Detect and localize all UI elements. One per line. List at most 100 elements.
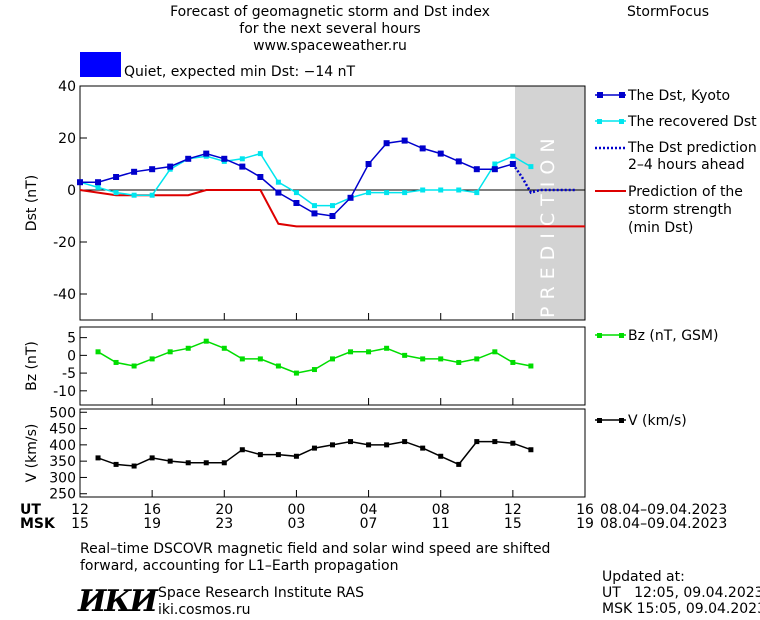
bz-point <box>149 356 155 362</box>
v-point <box>456 461 462 467</box>
legend-symbols <box>595 92 626 423</box>
ut-tick-label: 08 <box>431 502 450 518</box>
ut-tick-label: 20 <box>215 502 234 518</box>
v-point <box>113 461 119 467</box>
legend-dst-prediction-1: The Dst prediction <box>628 140 757 156</box>
v-point <box>402 439 408 445</box>
dst-kyoto-point <box>293 200 300 206</box>
dst-recovered-point <box>384 190 390 196</box>
legend-dst-prediction-2: 2–4 hours ahead <box>628 157 745 173</box>
v-point <box>366 442 372 448</box>
msk-tick-label: 11 <box>431 516 450 532</box>
prediction-label: PREDICTION <box>537 131 559 318</box>
dst-kyoto-point <box>491 166 498 173</box>
storm-strength-line <box>79 189 585 228</box>
msk-label: MSK <box>20 516 55 532</box>
v-ytick-label: 300 <box>49 470 76 486</box>
legend-dst-recovered: The recovered Dst <box>628 114 757 130</box>
v-point <box>438 453 444 459</box>
v-point <box>510 440 516 446</box>
date-range-msk: 08.04–09.04.2023 <box>600 516 728 532</box>
dst-recovered-point <box>131 192 137 198</box>
dst-recovered-point <box>402 190 408 196</box>
dst-kyoto-point <box>455 158 462 165</box>
dst-kyoto-point <box>509 161 516 167</box>
date-range-ut: 08.04–09.04.2023 <box>600 502 728 518</box>
dst-kyoto-point <box>419 145 426 152</box>
dst-kyoto-point <box>365 161 372 167</box>
v-ytick-label: 350 <box>49 454 76 470</box>
dst-kyoto-point <box>401 137 408 144</box>
bz-point <box>275 363 281 369</box>
msk-tick-label: 15 <box>503 516 522 532</box>
ut-tick-label: 04 <box>359 502 378 518</box>
footer-note-line2: forward, accounting for L1–Earth propaga… <box>80 558 399 574</box>
dst-recovered-point <box>275 179 281 185</box>
dst-recovered-point <box>492 161 498 167</box>
v-point <box>348 439 354 445</box>
v-point <box>203 460 209 466</box>
dst-recovered-line <box>79 152 532 207</box>
dst-kyoto-point <box>221 155 228 162</box>
bz-point <box>528 363 534 369</box>
updated-msk: MSK 15:05, 09.04.2023 <box>602 601 760 617</box>
bz-point <box>113 359 119 365</box>
brand-name: StormFocus <box>627 4 710 20</box>
v-axis-label: V (km/s) <box>24 424 40 483</box>
bz-ytick-label: -10 <box>53 384 76 400</box>
v-point <box>149 455 155 461</box>
bz-point <box>366 349 372 355</box>
chart-title-line1: Forecast of geomagnetic storm and Dst in… <box>170 4 490 20</box>
bz-point <box>330 356 335 362</box>
site-url: www.spaceweather.ru <box>253 38 407 54</box>
legend-storm-1: Prediction of the <box>628 184 743 200</box>
legend-bz-marker-2 <box>619 333 624 338</box>
bz-ytick-label: 5 <box>67 331 76 347</box>
v-point <box>221 460 227 466</box>
ut-tick-label: 00 <box>287 502 306 518</box>
legend-dst-recovered-marker <box>597 119 602 124</box>
ut-tick-label: 16 <box>143 502 162 518</box>
v-point <box>167 458 173 464</box>
v-point <box>384 442 390 448</box>
dst-ytick-label: -20 <box>53 235 76 251</box>
bz-point <box>95 349 101 355</box>
legend-v-marker <box>597 418 602 423</box>
dst-recovered-point <box>474 190 480 196</box>
bz-point <box>420 356 426 362</box>
ut-label: UT <box>20 502 41 518</box>
dst-ytick-label: -40 <box>53 287 76 303</box>
bz-ytick-label: -5 <box>62 366 76 382</box>
dst-ytick-label: 40 <box>58 79 76 95</box>
legend-bz-marker <box>597 333 602 338</box>
dst-kyoto-point <box>149 166 156 173</box>
dst-kyoto-point <box>383 140 390 147</box>
dst-recovered-point <box>420 187 426 193</box>
dst-kyoto-point <box>473 166 480 173</box>
prediction-band <box>515 86 585 320</box>
bz-point <box>311 367 317 373</box>
bz-point <box>348 349 354 355</box>
legend-bz: Bz (nT, GSM) <box>628 328 719 344</box>
v-ytick-label: 500 <box>49 405 76 421</box>
v-panel: V (km/s) <box>24 408 586 498</box>
v-ytick-label: 250 <box>49 487 76 503</box>
bz-point <box>384 345 390 351</box>
bz-point <box>167 349 173 355</box>
dst-kyoto-point <box>329 213 336 219</box>
v-point <box>492 439 498 445</box>
msk-tick-label: 19 <box>143 516 162 532</box>
bz-point <box>257 356 263 362</box>
msk-tick-label: 03 <box>287 516 306 532</box>
dst-recovered-point <box>366 190 372 196</box>
bz-point <box>510 359 516 365</box>
dst-recovered-point <box>149 192 155 198</box>
dst-kyoto-point <box>203 150 210 157</box>
iki-logo: ИКИ <box>78 584 158 619</box>
legend-storm-2: storm strength <box>628 202 732 218</box>
dst-prediction-line <box>511 163 576 195</box>
v-point <box>528 447 534 453</box>
msk-tick-label: 15 <box>71 516 89 532</box>
bz-point <box>492 349 498 355</box>
bz-point <box>185 345 191 351</box>
